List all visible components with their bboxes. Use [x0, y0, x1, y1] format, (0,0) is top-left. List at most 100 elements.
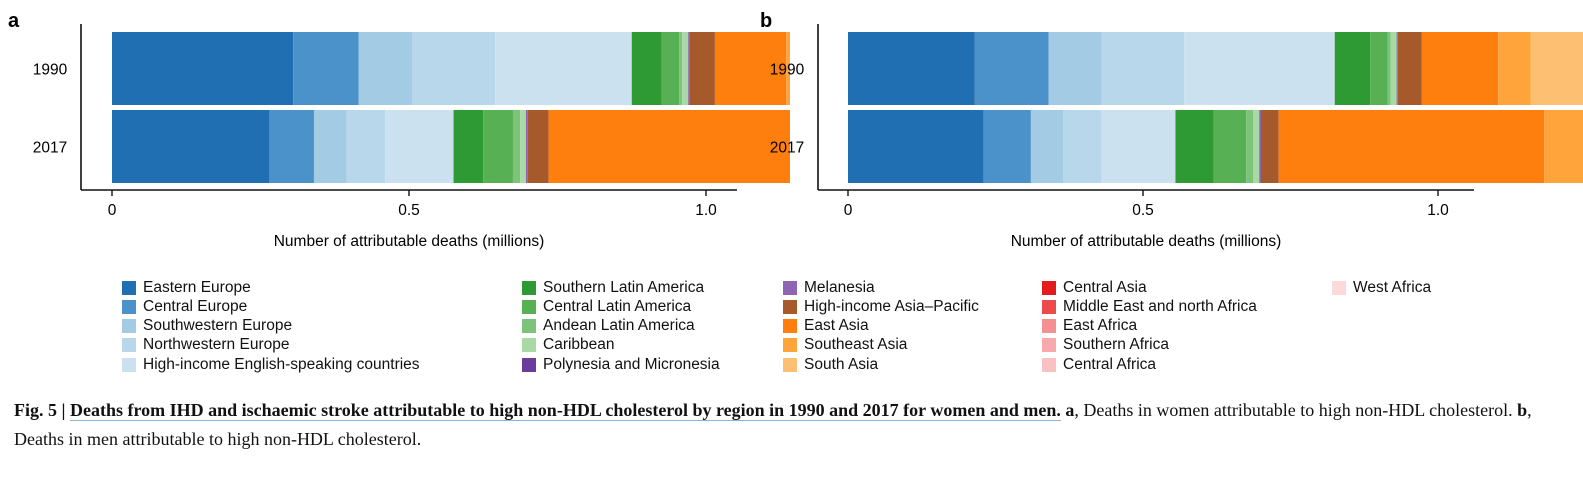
- bar-segment-b-2017-central-europe: [983, 110, 1031, 183]
- bar-segment-b-1990-southeast-asia: [1498, 32, 1531, 105]
- bar-segment-b-2017-eastern-europe: [848, 110, 984, 183]
- legend-label: Central Africa: [1063, 355, 1157, 373]
- bar-segment-a-2017-eastern-europe: [112, 110, 270, 183]
- legend-swatch: [122, 338, 136, 353]
- bar-segment-b-1990-andean-latin-america: [1387, 32, 1391, 105]
- bar-segment-a-1990-southwestern-europe: [358, 32, 412, 105]
- legend-swatch: [1332, 280, 1346, 295]
- bar-segment-a-1990-southern-latin-america: [631, 32, 662, 105]
- legend-label: Central Latin America: [543, 297, 692, 315]
- bar-segment-b-1990-south-asia: [1530, 32, 1583, 105]
- x-axis-label-a: Number of attributable deaths (millions): [274, 233, 545, 250]
- bar-segment-a-2017-polynesia-and-micronesia: [526, 110, 527, 183]
- caption-title: Deaths from IHD and ischaemic stroke att…: [69, 400, 1061, 421]
- caption-fig-label: Fig. 5: [14, 400, 57, 420]
- legend-item-high-income-english-speaking-countries: High-income English-speaking countries: [122, 355, 420, 374]
- legend-swatch: [1042, 280, 1056, 295]
- bar-segment-b-2017-east-asia: [1278, 110, 1545, 183]
- legend-label: Southwestern Europe: [143, 317, 293, 335]
- bar-segment-b-2017-andean-latin-america: [1246, 110, 1254, 183]
- legend-swatch: [783, 319, 797, 334]
- legend-item-high-income-asia-pacific: High-income Asia–Pacific: [783, 297, 979, 316]
- legend-label: Eastern Europe: [143, 278, 251, 296]
- bar-segment-a-1990-high-income-asia-pacific: [689, 32, 715, 105]
- legend-item-southern-latin-america: Southern Latin America: [522, 278, 704, 297]
- x-tick-label-b-2: 1.0: [1427, 202, 1449, 219]
- bar-segment-a-1990-andean-latin-america: [679, 32, 683, 105]
- legend-item-west-africa: West Africa: [1332, 278, 1431, 297]
- bar-segment-b-2017-southeast-asia: [1544, 110, 1583, 183]
- y-tick-label-a-2017: 2017: [33, 140, 67, 157]
- bar-segment-a-2017-andean-latin-america: [512, 110, 521, 183]
- caption-part-b-label: b: [1517, 400, 1528, 420]
- legend-swatch: [122, 357, 136, 372]
- legend-label: East Asia: [804, 317, 869, 335]
- legend-swatch: [783, 357, 797, 372]
- legend-swatch: [122, 319, 136, 334]
- legend-swatch: [522, 280, 536, 295]
- bar-segment-b-2017-caribbean: [1253, 110, 1260, 183]
- x-tick-label-a-2: 1.0: [695, 202, 717, 219]
- legend-item-andean-latin-america: Andean Latin America: [522, 317, 695, 336]
- legend-swatch: [522, 357, 536, 372]
- legend-swatch: [522, 299, 536, 314]
- bar-segment-b-1990-central-latin-america: [1370, 32, 1388, 105]
- legend-item-central-asia: Central Asia: [1042, 278, 1147, 297]
- legend-swatch: [1042, 357, 1056, 372]
- bar-segment-a-2017-high-income-english-speaking-countries: [385, 110, 454, 183]
- legend-label: High-income English-speaking countries: [143, 355, 420, 373]
- y-tick-label-b-1990: 1990: [770, 62, 805, 79]
- legend-label: Southeast Asia: [804, 336, 908, 354]
- legend-item-melanesia: Melanesia: [783, 278, 875, 297]
- bar-segment-a-1990-caribbean: [682, 32, 689, 105]
- legend-label: East Africa: [1063, 317, 1138, 335]
- bar-segment-a-1990-southeast-asia: [786, 32, 790, 105]
- bar-segment-b-1990-central-europe: [974, 32, 1049, 105]
- legend-item-southern-africa: Southern Africa: [1042, 336, 1169, 355]
- bar-segment-b-2017-southwestern-europe: [1030, 110, 1064, 183]
- bar-segment-b-2017-northwestern-europe: [1063, 110, 1102, 183]
- x-tick-label-a-1: 0.5: [398, 202, 420, 219]
- legend-swatch: [1042, 299, 1056, 314]
- bar-segment-a-1990-central-europe: [293, 32, 359, 105]
- legend-swatch: [122, 280, 136, 295]
- bar-segment-b-2017-melanesia: [1259, 110, 1261, 183]
- bar-segment-b-2017-high-income-english-speaking-countries: [1101, 110, 1176, 183]
- bar-segment-a-2017-northwestern-europe: [346, 110, 386, 183]
- figure-caption: Fig. 5 | Deaths from IHD and ischaemic s…: [14, 396, 1569, 454]
- legend-swatch: [783, 299, 797, 314]
- legend-label: Melanesia: [804, 278, 875, 296]
- bar-segment-a-1990-high-income-english-speaking-countries: [495, 32, 632, 105]
- legend-swatch: [1042, 338, 1056, 353]
- bar-segment-a-1990-east-asia: [714, 32, 787, 105]
- bar-segment-b-1990-northwestern-europe: [1101, 32, 1185, 105]
- bar-segment-a-1990-central-latin-america: [661, 32, 680, 105]
- legend-label: West Africa: [1353, 278, 1432, 296]
- bar-segment-a-2017-central-europe: [269, 110, 314, 183]
- bar-segment-a-2017-high-income-asia-pacific: [527, 110, 549, 183]
- legend-item-central-europe: Central Europe: [122, 297, 247, 316]
- legend-item-central-africa: Central Africa: [1042, 355, 1156, 374]
- legend-item-middle-east-and-north-africa: Middle East and north Africa: [1042, 297, 1257, 316]
- legend-item-caribbean: Caribbean: [522, 336, 615, 355]
- legend-label: South Asia: [804, 355, 879, 373]
- x-tick-label-b-0: 0: [844, 202, 853, 219]
- legend-label: Caribbean: [543, 336, 615, 354]
- panel-label-a: a: [8, 10, 20, 32]
- x-axis-label-b: Number of attributable deaths (millions): [1011, 233, 1282, 250]
- bar-segment-b-1990-southwestern-europe: [1048, 32, 1102, 105]
- y-tick-label-b-2017: 2017: [770, 140, 804, 157]
- bar-segment-a-2017-caribbean: [520, 110, 527, 183]
- bar-segment-a-2017-east-asia: [548, 110, 790, 183]
- legend-item-south-asia: South Asia: [783, 355, 878, 374]
- bar-segment-b-1990-melanesia: [1397, 32, 1398, 105]
- legend-item-northwestern-europe: Northwestern Europe: [122, 336, 289, 355]
- legend-label: Central Europe: [143, 297, 248, 315]
- panel-label-b: b: [760, 10, 772, 32]
- bar-segment-b-1990-southern-latin-america: [1334, 32, 1371, 105]
- caption-part-a-text: , Deaths in women attributable to high n…: [1074, 400, 1513, 420]
- bar-segment-a-1990-polynesia-and-micronesia: [688, 32, 689, 105]
- bar-segment-b-2017-southern-latin-america: [1175, 110, 1214, 183]
